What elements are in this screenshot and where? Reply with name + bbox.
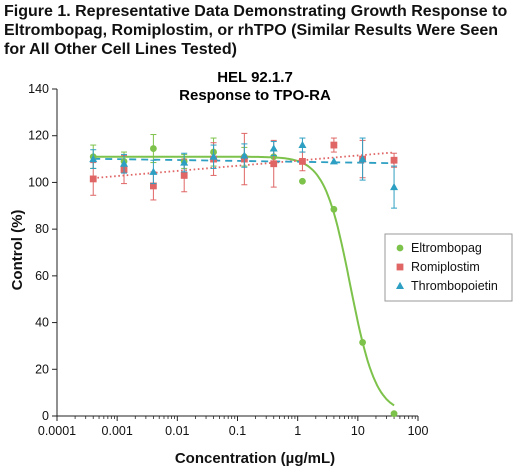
y-tick-label: 100 <box>28 175 49 189</box>
data-marks <box>89 132 399 418</box>
x-tick-label: 1 <box>294 424 301 438</box>
x-axis-label: Concentration (µg/mL) <box>175 450 335 467</box>
point-thrombopoietin <box>149 167 158 175</box>
point-romiplostim <box>149 182 157 190</box>
figure-caption: Figure 1. Representative Data Demonstrat… <box>4 3 508 58</box>
chart-title-line-2: Response to TPO-RA <box>179 87 331 104</box>
x-tick-label: 0.01 <box>165 424 189 438</box>
y-tick-label: 60 <box>35 269 49 283</box>
point-thrombopoietin <box>298 140 307 149</box>
chart-axes: 0 20 40 60 80 100 120 140 0.0001 0.001 0.01 0.1 1 10 1… <box>28 82 428 438</box>
legend-label-thrombopoietin: Thrombopoietin <box>411 279 498 293</box>
point-thrombopoietin <box>89 154 98 163</box>
point-thrombopoietin <box>120 159 129 167</box>
x-tick-label: 10 <box>351 424 365 438</box>
point-romiplostim <box>390 156 398 164</box>
point-romiplostim <box>270 160 278 168</box>
chart-title-line-1: HEL 92.1.7 <box>217 69 293 86</box>
legend-marker-eltrombopag <box>396 244 404 252</box>
point-eltrombopag <box>299 177 306 185</box>
point-eltrombopag <box>359 339 366 346</box>
x-tick-label: 0.0001 <box>38 424 76 438</box>
y-tick-label: 80 <box>35 222 49 236</box>
y-tick-label: 0 <box>42 409 49 423</box>
legend: Eltrombopag Romiplostim Thrombopoietin <box>384 233 513 302</box>
y-tick-label: 120 <box>28 129 49 143</box>
y-tick-label: 140 <box>28 82 49 96</box>
legend-marker-thrombopoietin <box>396 281 404 289</box>
x-tick-label: 0.1 <box>229 424 246 438</box>
point-eltrombopag <box>330 205 338 213</box>
y-tick-label: 40 <box>35 316 49 330</box>
y-axis-label: Control (%) <box>9 210 26 291</box>
legend-box <box>384 233 513 302</box>
point-romiplostim <box>180 172 188 179</box>
point-romiplostim <box>89 175 97 183</box>
legend-label-romiplostim: Romiplostim <box>411 260 480 274</box>
point-thrombopoietin <box>390 182 399 191</box>
point-thrombopoietin <box>269 144 278 152</box>
y-tick-label: 20 <box>35 362 49 376</box>
point-thrombopoietin <box>209 152 218 160</box>
point-thrombopoietin <box>240 151 249 159</box>
legend-marker-romiplostim <box>396 263 404 271</box>
x-tick-label: 100 <box>408 424 429 438</box>
point-eltrombopag <box>390 410 398 418</box>
legend-label-eltrombopag: Eltrombopag <box>411 241 482 255</box>
point-thrombopoietin <box>358 154 367 163</box>
point-eltrombopag <box>149 145 157 152</box>
point-thrombopoietin <box>180 158 189 166</box>
point-thrombopoietin <box>329 157 338 165</box>
x-tick-label: 0.001 <box>102 424 133 438</box>
fit-line-eltrombopag <box>93 155 395 407</box>
point-romiplostim <box>299 158 306 165</box>
fit-lines <box>93 151 395 407</box>
point-romiplostim <box>330 141 338 149</box>
